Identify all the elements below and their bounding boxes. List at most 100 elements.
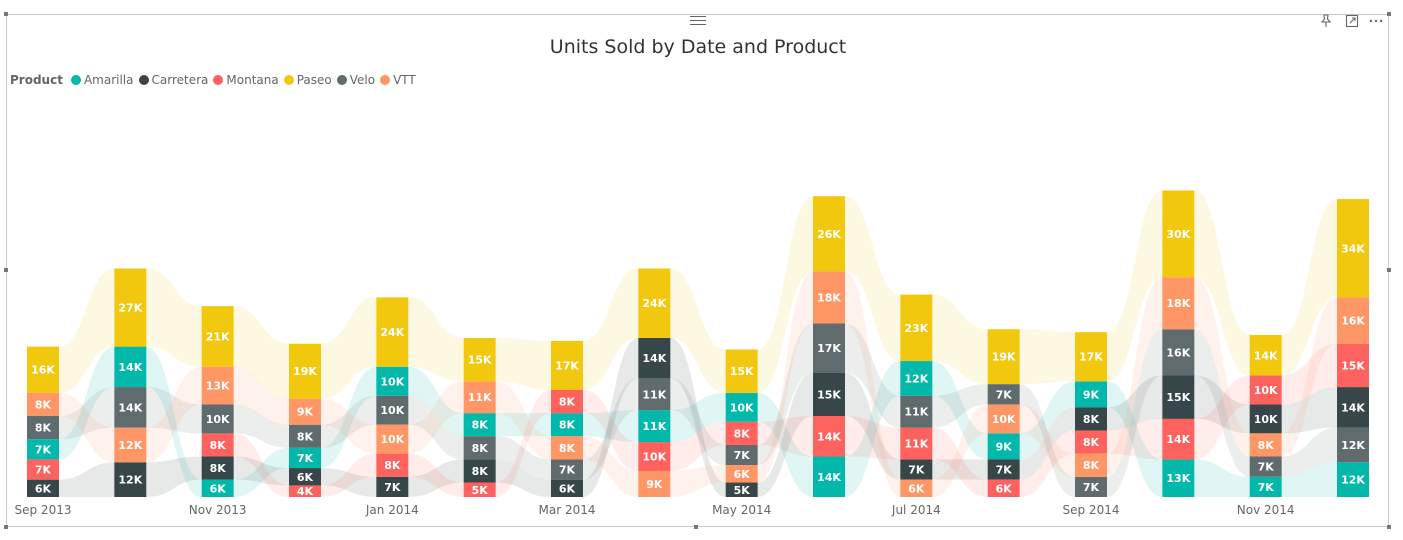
bar-segment-montana[interactable] xyxy=(987,479,1020,497)
bar-segment-carretera[interactable] xyxy=(987,459,1020,480)
focus-mode-icon[interactable] xyxy=(1343,14,1361,32)
ribbon-carretera[interactable] xyxy=(1107,375,1163,431)
bar-segment-montana[interactable] xyxy=(1162,418,1195,460)
ribbon-vtt[interactable] xyxy=(1107,277,1163,477)
bar-segment-paseo[interactable] xyxy=(725,349,758,393)
bar-segment-amarilla[interactable] xyxy=(551,413,583,437)
ribbon-montana[interactable] xyxy=(932,427,988,497)
bar-segment-vtt[interactable] xyxy=(114,427,147,463)
bar-segment-carretera[interactable] xyxy=(638,337,671,379)
bar-segment-montana[interactable] xyxy=(1075,430,1107,454)
bar-segment-velo[interactable] xyxy=(376,395,409,425)
ribbon-vtt[interactable] xyxy=(845,271,901,497)
legend-item-carretera[interactable]: Carretera xyxy=(138,73,208,87)
ribbon-paseo[interactable] xyxy=(1281,199,1337,376)
bar-segment-vtt[interactable] xyxy=(987,404,1020,434)
ribbon-carretera[interactable] xyxy=(757,372,813,497)
bar-segment-montana[interactable] xyxy=(463,482,496,497)
ribbon-carretera[interactable] xyxy=(233,456,289,486)
bar-segment-paseo[interactable] xyxy=(813,196,845,272)
bar-segment-amarilla[interactable] xyxy=(638,410,671,443)
bar-segment-vtt[interactable] xyxy=(201,366,234,405)
bar-segment-velo[interactable] xyxy=(1337,427,1369,463)
bar-segment-paseo[interactable] xyxy=(638,268,671,338)
bar-segment-paseo[interactable] xyxy=(900,294,933,362)
ribbon-vtt[interactable] xyxy=(670,465,726,497)
ribbon-paseo[interactable] xyxy=(59,268,115,393)
ribbon-carretera[interactable] xyxy=(408,459,464,497)
ribbon-vtt[interactable] xyxy=(583,436,639,497)
ribbon-velo[interactable] xyxy=(1281,427,1337,477)
bar-segment-paseo[interactable] xyxy=(1162,190,1195,278)
bar-segment-vtt[interactable] xyxy=(27,392,59,417)
ribbon-montana[interactable] xyxy=(670,421,726,471)
bar-segment-velo[interactable] xyxy=(27,416,59,440)
ribbon-vtt[interactable] xyxy=(757,271,813,483)
bar-segment-montana[interactable] xyxy=(27,459,59,480)
bar-segment-carretera[interactable] xyxy=(900,459,933,480)
ribbon-velo[interactable] xyxy=(757,323,813,466)
bar-segment-carretera[interactable] xyxy=(813,372,845,417)
ribbon-vtt[interactable] xyxy=(146,366,202,463)
resize-handle-top-left[interactable] xyxy=(4,12,8,16)
bar-segment-velo[interactable] xyxy=(1075,476,1107,497)
bar-segment-velo[interactable] xyxy=(551,459,583,480)
bar-segment-velo[interactable] xyxy=(900,395,933,428)
bar-segment-vtt[interactable] xyxy=(638,470,671,497)
bar-segment-amarilla[interactable] xyxy=(987,433,1020,460)
bar-segment-carretera[interactable] xyxy=(1249,404,1282,434)
ribbon-paseo[interactable] xyxy=(495,337,551,390)
legend-item-vtt[interactable]: VTT xyxy=(380,73,416,87)
bar-segment-carretera[interactable] xyxy=(551,479,583,497)
bar-segment-montana[interactable] xyxy=(725,421,758,445)
bar-segment-carretera[interactable] xyxy=(463,459,496,483)
ribbon-amarilla[interactable] xyxy=(233,447,289,497)
ribbon-amarilla[interactable] xyxy=(583,410,639,443)
bar-segment-paseo[interactable] xyxy=(463,337,496,382)
legend-item-montana[interactable]: Montana xyxy=(213,73,279,87)
ribbon-carretera[interactable] xyxy=(583,337,639,497)
bar-segment-amarilla[interactable] xyxy=(289,447,321,469)
bar-segment-vtt[interactable] xyxy=(1337,297,1369,344)
ribbon-velo[interactable] xyxy=(583,378,639,480)
bar-segment-velo[interactable] xyxy=(1249,456,1282,477)
ribbon-paseo[interactable] xyxy=(845,196,901,362)
bar-segment-vtt[interactable] xyxy=(551,436,583,460)
ribbon-carretera[interactable] xyxy=(1194,375,1250,434)
bar-segment-montana[interactable] xyxy=(1337,343,1369,388)
bar-segment-carretera[interactable] xyxy=(1162,375,1195,419)
legend-item-amarilla[interactable]: Amarilla xyxy=(70,73,134,87)
ribbon-montana[interactable] xyxy=(495,389,551,497)
bar-segment-carretera[interactable] xyxy=(27,479,59,497)
bar-segment-paseo[interactable] xyxy=(987,329,1020,385)
bar-segment-montana[interactable] xyxy=(900,427,933,460)
bar-segment-montana[interactable] xyxy=(813,416,845,457)
ribbon-velo[interactable] xyxy=(1107,329,1163,497)
ribbon-paseo[interactable] xyxy=(321,297,377,399)
ribbon-carretera[interactable] xyxy=(59,462,115,497)
bar-segment-velo[interactable] xyxy=(813,323,845,373)
bar-segment-velo[interactable] xyxy=(463,436,496,460)
ribbon-carretera[interactable] xyxy=(1281,387,1337,434)
bar-segment-carretera[interactable] xyxy=(289,468,321,486)
bar-segment-velo[interactable] xyxy=(987,384,1020,405)
bar-segment-montana[interactable] xyxy=(376,453,409,477)
bar-segment-carretera[interactable] xyxy=(114,462,147,497)
ribbon-amarilla[interactable] xyxy=(670,392,726,443)
bar-segment-velo[interactable] xyxy=(289,424,321,448)
bar-segment-montana[interactable] xyxy=(1249,375,1282,405)
ribbon-amarilla[interactable] xyxy=(146,346,202,497)
ribbon-amarilla[interactable] xyxy=(757,392,813,497)
ribbon-vtt[interactable] xyxy=(932,404,988,497)
bar-segment-vtt[interactable] xyxy=(725,465,758,483)
ribbon-amarilla[interactable] xyxy=(1019,381,1075,460)
bar-segment-velo[interactable] xyxy=(201,404,234,434)
resize-handle-right[interactable] xyxy=(1387,268,1391,272)
ribbon-montana[interactable] xyxy=(1194,375,1250,460)
bar-segment-vtt[interactable] xyxy=(463,381,496,414)
ribbon-amarilla[interactable] xyxy=(845,361,901,497)
ribbon-paseo[interactable] xyxy=(1019,329,1075,385)
ribbon-velo[interactable] xyxy=(1019,384,1075,497)
ribbon-carretera[interactable] xyxy=(146,456,202,497)
bar-segment-paseo[interactable] xyxy=(114,268,147,347)
